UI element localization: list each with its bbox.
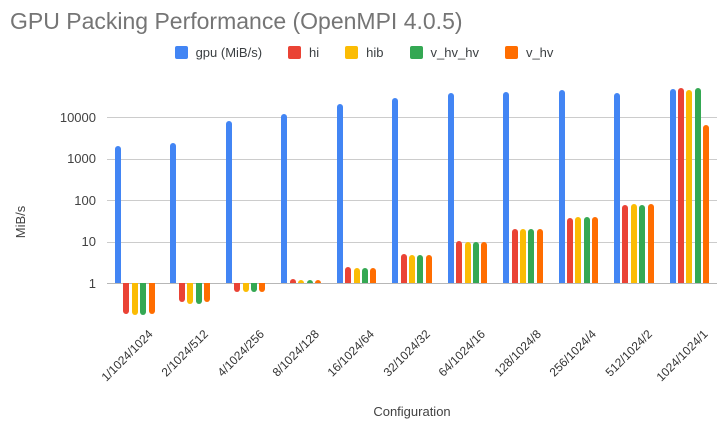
bar-v-hv[interactable]: [592, 216, 599, 283]
bar-v-hv[interactable]: [481, 241, 488, 283]
bar-hi[interactable]: [456, 241, 463, 283]
bar-gpu-mib-s-[interactable]: [503, 92, 510, 283]
bar-v-hv[interactable]: [204, 283, 210, 303]
bar-gpu-mib-s-[interactable]: [170, 142, 177, 283]
legend-item-v-hv: v_hv: [504, 45, 554, 60]
bar-gpu-mib-s-[interactable]: [225, 121, 232, 283]
bar-hib[interactable]: [298, 279, 305, 283]
bar-gpu-mib-s-[interactable]: [392, 97, 399, 283]
bar-hib[interactable]: [464, 242, 471, 283]
bar-hi[interactable]: [178, 283, 185, 302]
gridline: [107, 241, 717, 243]
x-axis-tick-label: 1/1024/1024: [98, 327, 156, 385]
bar-v-hv[interactable]: [703, 125, 710, 283]
bar-hi[interactable]: [622, 205, 629, 283]
bar-hib[interactable]: [131, 283, 138, 315]
y-axis-tick-label: 1000: [67, 151, 96, 167]
bar-gpu-mib-s-[interactable]: [336, 104, 343, 283]
legend-swatch-icon: [345, 46, 359, 59]
gridline: [107, 117, 717, 119]
y-axis-tick-label: 10: [81, 234, 96, 250]
bar-hib[interactable]: [353, 268, 360, 283]
legend-swatch-icon: [174, 46, 188, 59]
bar-v-hv[interactable]: [425, 255, 432, 283]
legend-swatch-icon: [288, 46, 302, 59]
x-axis-tick-label: 512/1024/2: [602, 327, 655, 380]
legend-label: v_hv: [525, 45, 554, 60]
legend-item-gpu-mib-s-: gpu (MiB/s): [174, 45, 263, 60]
y-axis-tick-label: 10000: [59, 109, 96, 125]
gridline: [107, 200, 717, 202]
bar-hi[interactable]: [234, 283, 241, 292]
bar-gpu-mib-s-[interactable]: [669, 88, 676, 283]
bar-v-hv[interactable]: [536, 228, 543, 283]
legend-swatch-icon: [504, 46, 518, 59]
legend-item-v-hv-hv: v_hv_hv: [409, 45, 479, 60]
bar-v-hv-hv[interactable]: [195, 283, 202, 304]
legend-swatch-icon: [409, 46, 423, 59]
bar-v-hv[interactable]: [259, 283, 266, 292]
x-axis-tick-label: 8/1024/128: [269, 327, 323, 380]
bar-v-hv[interactable]: [148, 283, 155, 314]
bar-gpu-mib-s-[interactable]: [558, 90, 565, 283]
bar-hi[interactable]: [123, 283, 130, 314]
chart-legend: gpu (MiB/s) hi hib v_hv_hv v_hv: [0, 45, 728, 60]
bar-hi[interactable]: [511, 228, 518, 283]
bar-v-hv-hv[interactable]: [140, 283, 147, 315]
bar-hib[interactable]: [686, 89, 693, 283]
bar-hib[interactable]: [519, 229, 526, 283]
bar-v-hv[interactable]: [370, 267, 377, 283]
bar-hi[interactable]: [345, 267, 352, 283]
bar-v-hv-hv[interactable]: [306, 279, 313, 283]
bar-hi[interactable]: [289, 279, 296, 283]
bar-v-hv[interactable]: [647, 204, 654, 283]
bar-hib[interactable]: [242, 283, 249, 293]
legend-label: hi: [309, 45, 320, 60]
bar-v-hv-hv[interactable]: [472, 242, 479, 283]
bar-hib[interactable]: [409, 255, 415, 283]
bar-hib[interactable]: [575, 216, 582, 283]
bar-gpu-mib-s-[interactable]: [114, 145, 121, 283]
bar-gpu-mib-s-[interactable]: [447, 93, 454, 283]
x-axis-tick-label: 4/1024/256: [214, 327, 267, 380]
legend-item-hi: hi: [288, 45, 319, 60]
bar-hi[interactable]: [677, 87, 684, 283]
bar-gpu-mib-s-[interactable]: [281, 113, 288, 283]
bar-v-hv-hv[interactable]: [639, 205, 646, 283]
legend-label: gpu (MiB/s): [195, 45, 263, 60]
bar-v-hv-hv[interactable]: [528, 229, 535, 283]
x-axis-tick-label: 128/1024/8: [491, 327, 544, 380]
y-axis-title: MiB/s: [13, 205, 28, 239]
legend-item-hib: hib: [345, 45, 384, 60]
bar-v-hv-hv[interactable]: [361, 268, 368, 283]
bar-v-hv-hv[interactable]: [251, 283, 257, 293]
bar-v-hv-hv[interactable]: [583, 216, 590, 283]
bar-hib[interactable]: [630, 203, 637, 283]
x-axis-tick-label: 2/1024/512: [158, 327, 212, 380]
legend-label: hib: [366, 45, 384, 60]
x-axis-tick-label: 256/1024/4: [546, 327, 600, 380]
x-axis-title: Configuration: [373, 404, 451, 419]
x-axis-tick-label: 32/1024/32: [380, 327, 433, 380]
bar-hib[interactable]: [187, 283, 194, 304]
x-axis-tick-label: 64/1024/16: [436, 327, 489, 380]
bar-v-hv[interactable]: [314, 279, 321, 283]
chart-title: GPU Packing Performance (OpenMPI 4.0.5): [10, 8, 463, 34]
bar-gpu-mib-s-[interactable]: [614, 92, 620, 283]
gridline: [107, 283, 717, 284]
gridline: [107, 158, 717, 160]
y-axis-tick-label: 1: [88, 275, 96, 291]
x-axis-tick-label: 1024/1024/1: [653, 327, 711, 385]
legend-label: v_hv_hv: [430, 45, 479, 60]
y-axis-tick-label: 100: [74, 192, 96, 208]
x-axis-tick-label: 16/1024/64: [325, 327, 378, 380]
bar-hi[interactable]: [400, 254, 407, 283]
bar-v-hv-hv[interactable]: [417, 255, 424, 283]
bar-v-hv-hv[interactable]: [694, 87, 701, 283]
bar-hi[interactable]: [567, 218, 573, 283]
